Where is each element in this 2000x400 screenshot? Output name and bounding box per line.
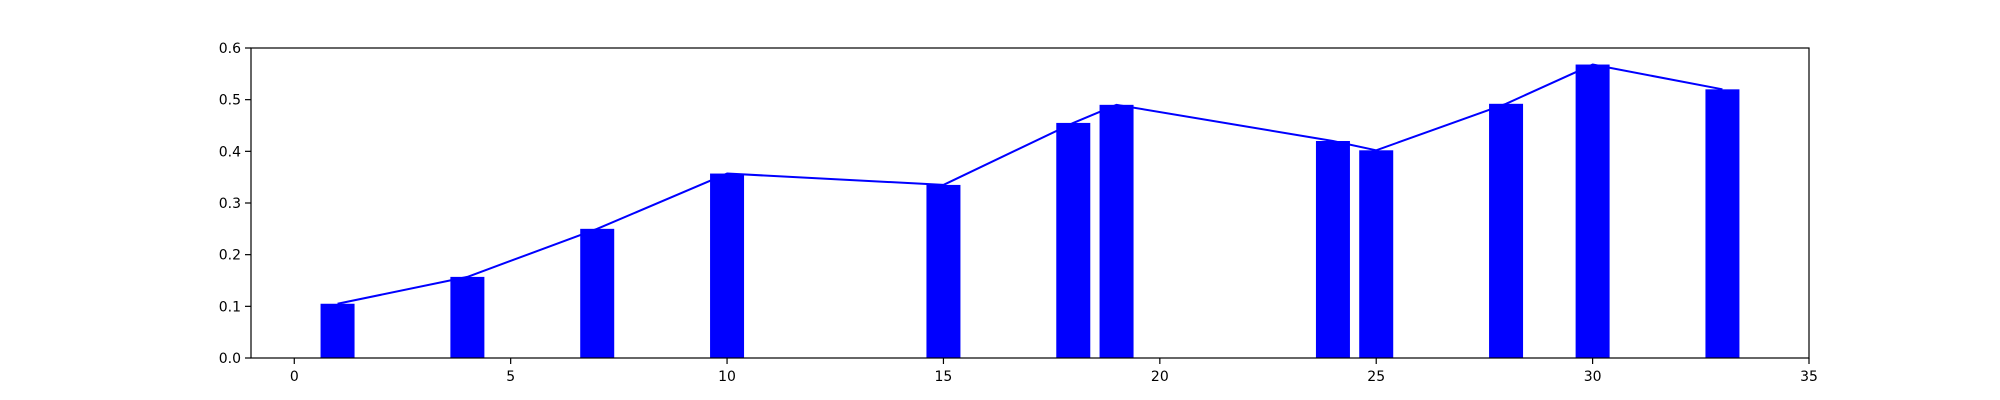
y-tick-label: 0.1 [219, 299, 241, 315]
x-tick-label: 30 [1584, 369, 1602, 385]
x-tick-label: 0 [290, 369, 299, 385]
x-tick-label: 5 [506, 369, 515, 385]
x-tick-label: 35 [1800, 369, 1818, 385]
axes-layer: 0 5 10 15 20 25 30 35 0.0 0.1 0.2 0.3 0.4 0.5 0.6 [219, 41, 1818, 385]
bar-1 [320, 303, 355, 358]
y-tick-label: 0.3 [219, 196, 241, 212]
bar-19 [1099, 104, 1134, 358]
bar-24 [1315, 141, 1350, 358]
x-tick-label: 20 [1151, 369, 1169, 385]
y-tick-label: 0.2 [219, 248, 241, 264]
y-tick-label: 0.0 [219, 351, 241, 367]
bar-15 [926, 184, 961, 358]
bar-7 [580, 228, 615, 358]
bar-25 [1359, 150, 1394, 358]
bars-layer [320, 64, 1740, 359]
bar-10 [710, 173, 745, 358]
x-tick-label: 25 [1367, 369, 1385, 385]
bar-28 [1489, 103, 1524, 358]
bar-30 [1575, 64, 1610, 359]
y-tick-label: 0.4 [219, 144, 241, 160]
bar-33 [1705, 89, 1740, 358]
line-layer [337, 63, 1723, 305]
bar-4 [450, 276, 485, 358]
x-tick-label: 10 [718, 369, 736, 385]
y-tick-label: 0.6 [219, 41, 241, 57]
y-tick-label: 0.5 [219, 93, 241, 109]
trend-line [337, 63, 1723, 305]
x-tick-label: 15 [935, 369, 953, 385]
bar-18 [1056, 122, 1091, 359]
